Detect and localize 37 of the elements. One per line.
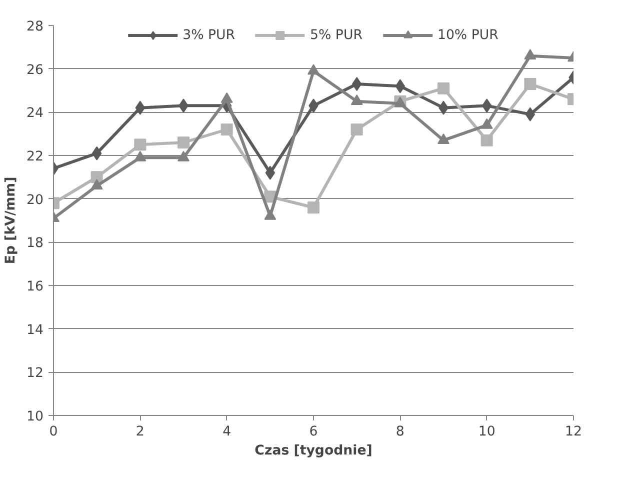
- point: [308, 202, 320, 214]
- x-tick-label: 12: [565, 424, 582, 440]
- point: [352, 77, 362, 91]
- y-tick-label: 14: [26, 322, 44, 338]
- point: [220, 124, 233, 136]
- point: [308, 64, 320, 75]
- y-tick-label: 28: [26, 20, 44, 34]
- x-tick-label: 2: [136, 424, 144, 440]
- y-tick-label: 18: [26, 236, 44, 252]
- legend-label: 10% PUR: [437, 28, 498, 42]
- point: [438, 82, 450, 94]
- x-axis-title: Czas [tygodnie]: [254, 444, 372, 458]
- point: [350, 94, 363, 106]
- point: [480, 134, 493, 146]
- y-tick-label: 10: [26, 410, 44, 424]
- y-tick-label: 26: [26, 62, 44, 78]
- point: [350, 124, 363, 136]
- y-tick-label: 22: [26, 150, 44, 164]
- y-axis-title: Ep [kV/mm]: [4, 176, 19, 264]
- y-tick-label: 20: [26, 192, 44, 208]
- y-tick-label: 16: [26, 280, 44, 294]
- point: [220, 92, 233, 103]
- x-tick-label: 8: [396, 424, 404, 440]
- x-tick-label: 4: [222, 424, 232, 440]
- x-tick-label: 10: [478, 424, 496, 440]
- x-tick-label: 6: [309, 424, 318, 440]
- y-tick-label: 12: [26, 366, 44, 382]
- legend-label: 5% PUR: [310, 28, 362, 42]
- point: [524, 78, 536, 90]
- x-tick-label: 0: [49, 424, 58, 440]
- point: [480, 118, 493, 129]
- point: [438, 133, 450, 144]
- point: [178, 136, 190, 148]
- point: [134, 138, 146, 151]
- y-tick-label: 24: [26, 106, 44, 122]
- point: [524, 48, 536, 60]
- legend-label: 3% PUR: [182, 28, 236, 42]
